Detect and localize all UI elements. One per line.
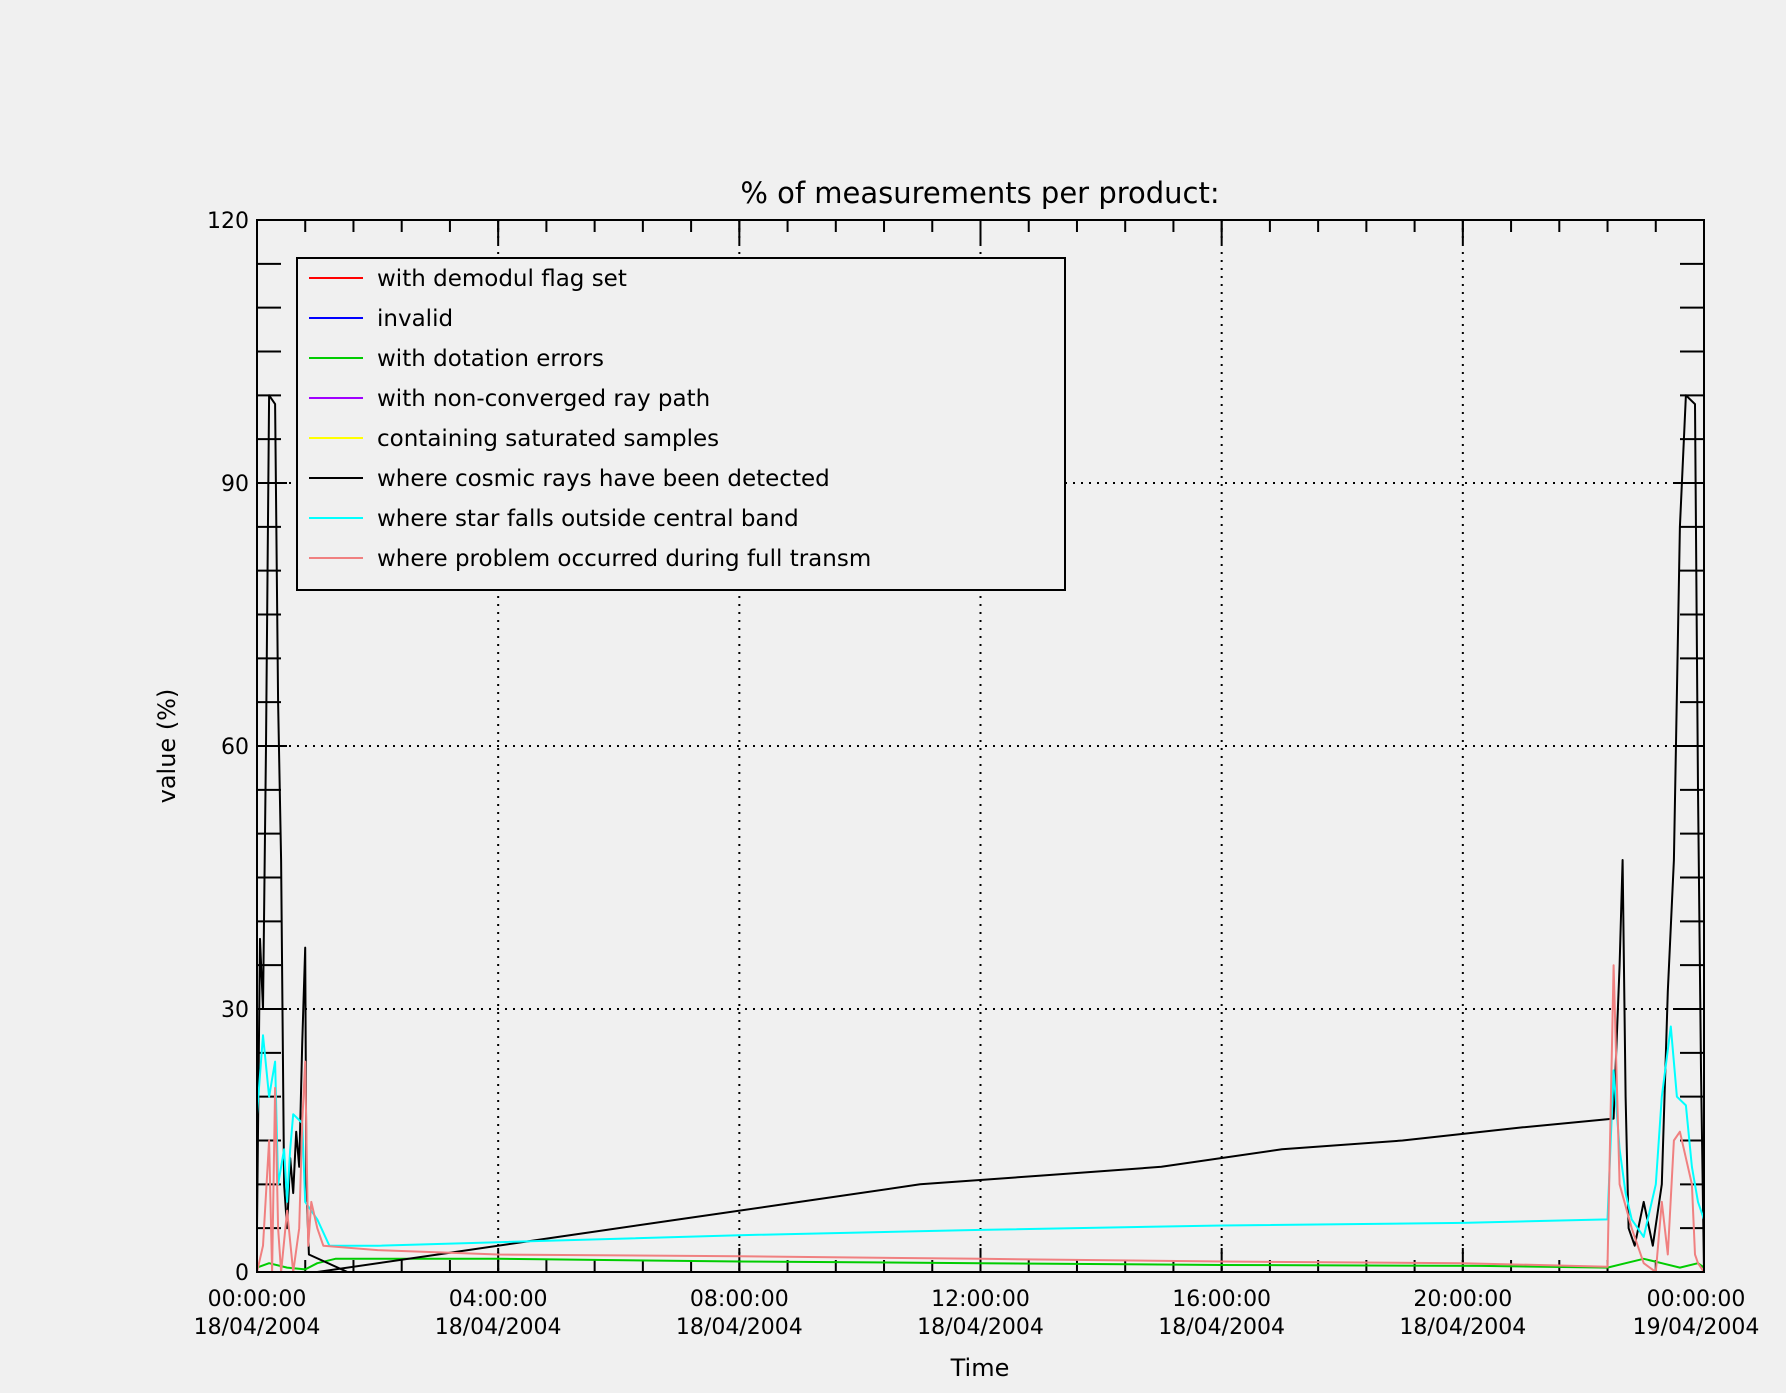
x-tick-label-time: 12:00:00 <box>931 1287 1030 1312</box>
x-tick-label-date: 19/04/2004 <box>1633 1315 1760 1340</box>
x-tick-label-time: 04:00:00 <box>449 1287 548 1312</box>
tick-labels: 0 30 60 90 120 00:00:00 18/04/2004 04:00:00 18/0… <box>194 209 1760 1340</box>
y-tick-label: 120 <box>207 209 249 234</box>
legend-entry: invalid <box>377 306 453 332</box>
x-tick-label-date: 18/04/2004 <box>435 1315 562 1340</box>
x-tick-label-time: 00:00:00 <box>208 1287 307 1312</box>
x-tick-label-time: 16:00:00 <box>1172 1287 1271 1312</box>
legend-entry: where problem occurred during full trans… <box>377 546 871 572</box>
y-tick-label: 90 <box>221 472 249 497</box>
y-tick-label: 60 <box>221 735 249 760</box>
legend-entry: containing saturated samples <box>377 426 719 452</box>
x-tick-label-time: 20:00:00 <box>1413 1287 1512 1312</box>
y-axis-label: value (%) <box>153 689 181 804</box>
axis-ticks <box>256 219 1705 1273</box>
x-tick-label-date: 18/04/2004 <box>676 1315 803 1340</box>
legend-entry: with dotation errors <box>377 346 604 372</box>
y-tick-label: 30 <box>221 998 249 1023</box>
legend-entry: with non-converged ray path <box>377 386 710 412</box>
series-line-6 <box>317 394 1705 1273</box>
x-axis-label: Time <box>950 1354 1010 1382</box>
x-tick-label-date: 18/04/2004 <box>1158 1315 1285 1340</box>
legend-entry: where star falls outside central band <box>377 506 799 532</box>
x-tick-label-date: 18/04/2004 <box>917 1315 1044 1340</box>
x-tick-label-time: 08:00:00 <box>690 1287 789 1312</box>
plot-frame <box>256 219 1705 1273</box>
x-tick-label-time: 00:00:00 <box>1647 1287 1746 1312</box>
legend: with demodul flag set invalid with dotatio… <box>296 257 1066 591</box>
y-tick-label: 0 <box>235 1261 249 1286</box>
legend-entry: with demodul flag set <box>377 266 627 292</box>
legend-entry: where cosmic rays have been detected <box>377 466 830 492</box>
legend-box <box>296 257 1066 591</box>
x-tick-label-date: 18/04/2004 <box>1399 1315 1526 1340</box>
series-line-2 <box>256 1257 1705 1271</box>
x-tick-label-date: 18/04/2004 <box>194 1315 321 1340</box>
chart-title: % of measurements per product: <box>740 176 1219 210</box>
series-line-7 <box>256 1025 1705 1247</box>
